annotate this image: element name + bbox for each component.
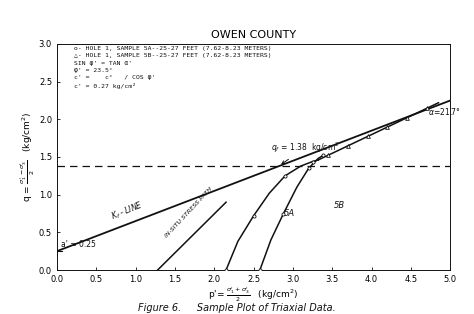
Point: [281, 173, 289, 178]
Text: a' = 0.25: a' = 0.25: [61, 240, 96, 249]
Point: [344, 143, 352, 148]
Text: $q_f$ = 1.38  kg/cm$^2$: $q_f$ = 1.38 kg/cm$^2$: [271, 141, 339, 164]
Text: 5B: 5B: [334, 201, 345, 210]
Point: [325, 153, 332, 158]
Y-axis label: q = $\frac{\sigma_1'-\sigma_3'}{2}$   (kg/cm$^2$): q = $\frac{\sigma_1'-\sigma_3'}{2}$ (kg/…: [19, 112, 37, 202]
Text: $\alpha$=21.7°: $\alpha$=21.7°: [428, 106, 461, 117]
Point: [319, 153, 327, 158]
Title: OWEN COUNTY: OWEN COUNTY: [211, 30, 296, 41]
Point: [364, 134, 372, 139]
Point: [250, 213, 257, 218]
Text: 5A: 5A: [283, 209, 295, 218]
Text: Figure 6.     Sample Plot of Triaxial Data.: Figure 6. Sample Plot of Triaxial Data.: [138, 303, 336, 313]
Point: [256, 268, 264, 273]
Point: [222, 268, 230, 273]
Text: IN-SITU STRESS PATH: IN-SITU STRESS PATH: [164, 186, 214, 238]
X-axis label: p'= $\frac{\sigma_1'+\sigma_3'}{2}$   (kg/cm$^2$): p'= $\frac{\sigma_1'+\sigma_3'}{2}$ (kg/…: [209, 285, 299, 304]
Point: [423, 106, 430, 111]
Point: [383, 125, 391, 130]
Point: [280, 211, 287, 216]
Point: [305, 166, 312, 171]
Point: [309, 159, 316, 164]
Point: [403, 115, 411, 120]
Text: o- HOLE 1, SAMPLE 5A--25-27 FEET (7.62-8.23 METERS)
△- HOLE 1, SAMPLE 5B--25-27 : o- HOLE 1, SAMPLE 5A--25-27 FEET (7.62-8…: [74, 46, 272, 89]
Text: $K_f$ - LINE: $K_f$ - LINE: [109, 199, 146, 223]
